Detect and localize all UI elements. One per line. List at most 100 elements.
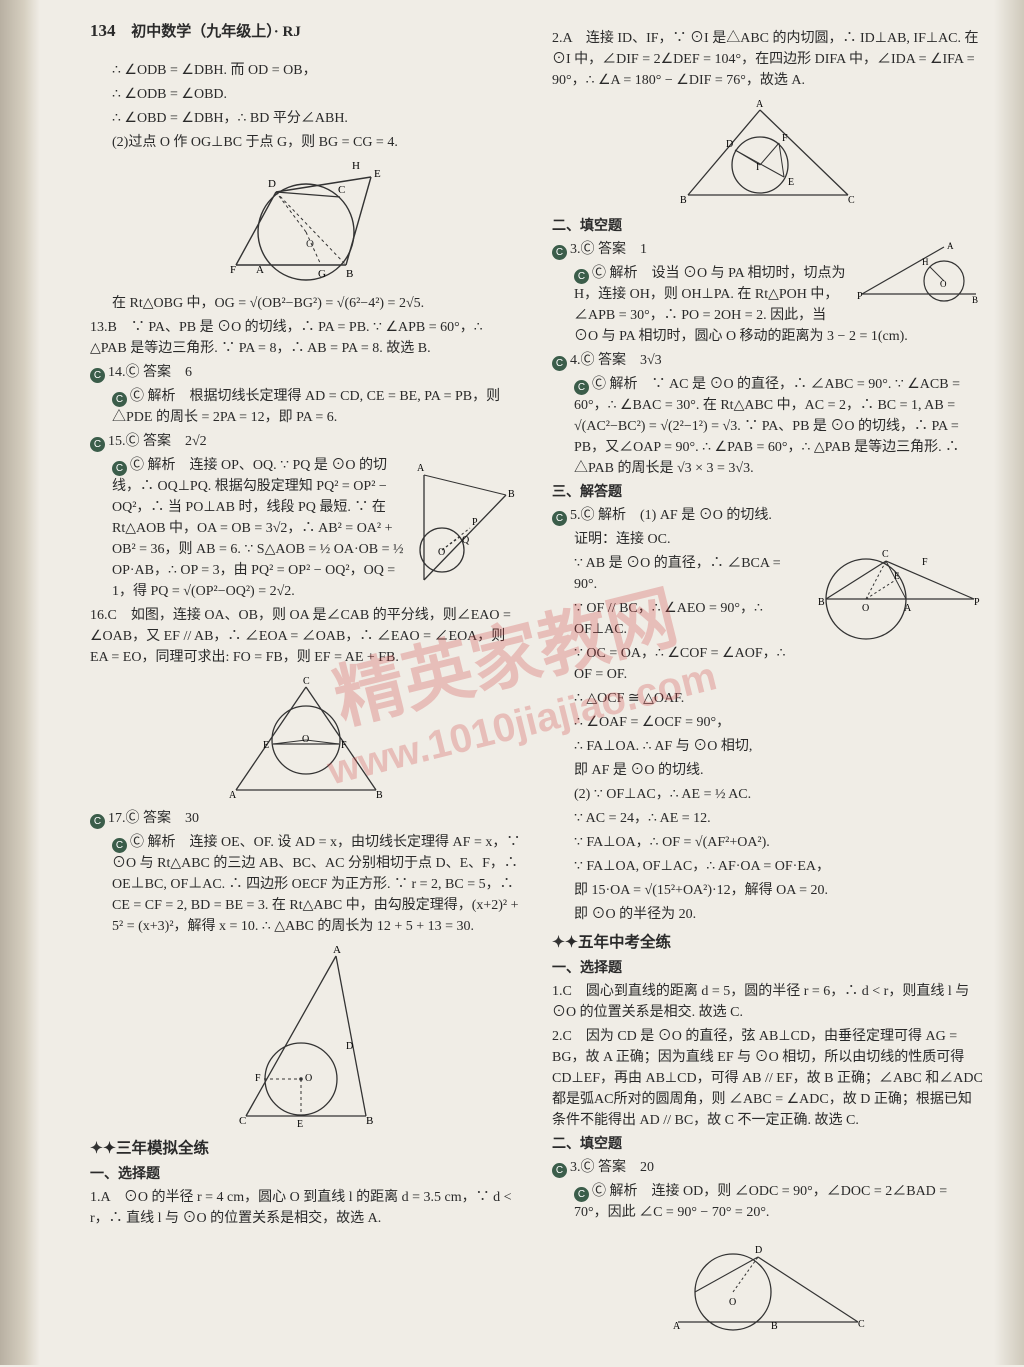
svg-text:P: P: [472, 517, 478, 528]
text-line: ∵ FA⊥OA, OF⊥AC，∴ AF·OA = OF·EA，: [552, 856, 984, 877]
figure-r3: P O A H B: [854, 239, 984, 326]
svg-text:C: C: [848, 195, 855, 206]
question-17-ans: C17.Ⓒ 答案 30: [90, 808, 522, 829]
text-line: ∴ ∠OAF = ∠OCF = 90°，: [552, 712, 984, 733]
svg-text:A: A: [673, 1321, 681, 1332]
svg-text:C: C: [338, 184, 345, 196]
figure-q17: A C B O F E D: [90, 941, 522, 1131]
svg-text:D: D: [268, 178, 276, 190]
svg-text:O: O: [862, 603, 869, 614]
question-15-ans: C15.Ⓒ 答案 2√2: [90, 431, 522, 452]
svg-text:F: F: [341, 740, 347, 751]
text-line: ∴ △OCF ≅ △OAF.: [552, 688, 984, 709]
svg-text:C: C: [882, 549, 889, 560]
question-r4a: C4.Ⓒ 答案 3√3: [552, 350, 984, 371]
question-b3a: C3.Ⓒ 答案 20: [552, 1157, 984, 1178]
text-line: ∴ ∠OBD = ∠DBH，∴ BD 平分∠ABH.: [90, 108, 522, 129]
svg-text:E: E: [374, 168, 381, 180]
svg-text:B: B: [376, 790, 383, 801]
svg-text:E: E: [788, 177, 794, 188]
question-14-ans: C14.Ⓒ 答案 6: [90, 362, 522, 383]
svg-text:O: O: [438, 547, 445, 558]
figure-q16: O A B C E F: [90, 672, 522, 802]
svg-text:D: D: [346, 1041, 353, 1052]
svg-text:F: F: [230, 264, 236, 276]
svg-text:F: F: [922, 557, 928, 568]
right-column: 2.A 连接 ID、IF，∵ ⊙I 是△ABC 的内切圆，∴ ID⊥AB, IF…: [552, 28, 984, 1343]
section-header-5yr: ✦✦五年中考全练: [552, 931, 984, 954]
svg-text:O: O: [306, 238, 314, 250]
figure-q15: O A B P Q: [412, 455, 522, 592]
text-line: (2)过点 O 作 OG⊥BC 于点 G，则 BG = CG = 4.: [90, 132, 522, 153]
figure-r2: A B C D F I E: [552, 95, 984, 210]
subheader: 二、填空题: [552, 1134, 984, 1155]
svg-text:O: O: [729, 1297, 736, 1308]
text-line: ∵ FA⊥OA，∴ OF = √(AF²+OA²).: [552, 832, 984, 853]
svg-text:B: B: [680, 195, 687, 206]
svg-text:B: B: [366, 1115, 373, 1127]
text-line: (2) ∵ OF⊥AC，∴ AE = ½ AC.: [552, 784, 984, 805]
svg-text:B: B: [346, 268, 353, 280]
text-line: 即 ⊙O 的半径为 20.: [552, 904, 984, 925]
svg-text:B: B: [771, 1321, 778, 1332]
page-body: ∴ ∠ODB = ∠DBH. 而 OD = OB， ∴ ∠ODB = ∠OBD.…: [0, 0, 1024, 1367]
binding-shadow-right: [994, 0, 1024, 1365]
svg-text:A: A: [947, 241, 954, 251]
question-13: 13.B ∵ PA、PB 是 ⊙O 的切线，∴ PA = PB. ∵ ∠APB …: [90, 317, 522, 359]
svg-text:G: G: [318, 268, 326, 280]
subheader: 一、选择题: [90, 1164, 522, 1185]
text-line: 即 AF 是 ⊙O 的切线.: [552, 760, 984, 781]
svg-text:O: O: [305, 1073, 312, 1084]
page-header: 134 初中数学（九年级上）· RJ: [90, 18, 301, 44]
svg-text:O: O: [302, 734, 309, 745]
svg-text:C: C: [303, 676, 310, 687]
left-column: ∴ ∠ODB = ∠DBH. 而 OD = OB， ∴ ∠ODB = ∠OBD.…: [90, 60, 522, 1343]
question-16: 16.C 如图，连接 OA、OB，则 OA 是∠CAB 的平分线，则∠EAO =…: [90, 605, 522, 668]
subheader: 三、解答题: [552, 482, 984, 503]
svg-text:A: A: [904, 603, 912, 614]
svg-text:H: H: [922, 257, 929, 267]
page-number: 134: [90, 21, 116, 40]
svg-text:A: A: [256, 264, 264, 276]
question-b2: 2.C 因为 CD 是 ⊙O 的直径，弦 AB⊥CD，由垂径定理可得 AG = …: [552, 1026, 984, 1131]
question-r5a: C5.Ⓒ 解析 (1) AF 是 ⊙O 的切线.: [552, 505, 984, 526]
svg-text:A: A: [756, 99, 764, 110]
question-14-exp: CⒸ 解析 根据切线长定理得 AD = CD, CE = BE, PA = PB…: [90, 386, 522, 428]
question-b1: 1.C 圆心到直线的距离 d = 5，圆的半径 r = 6，∴ d < r，则直…: [552, 981, 984, 1023]
svg-text:F: F: [782, 133, 788, 144]
question-r2: 2.A 连接 ID、IF，∵ ⊙I 是△ABC 的内切圆，∴ ID⊥AB, IF…: [552, 28, 984, 91]
svg-text:Q: Q: [462, 535, 470, 546]
binding-shadow-left: [0, 0, 40, 1365]
figure-b3: A O B C D: [552, 1227, 984, 1337]
svg-text:C: C: [858, 1319, 865, 1330]
svg-text:A: A: [417, 463, 425, 474]
svg-text:I: I: [756, 162, 759, 173]
subheader: 一、选择题: [552, 958, 984, 979]
question-r4b: CⒸ 解析 ∵ AC 是 ⊙O 的直径，∴ ∠ABC = 90°. ∵ ∠ACB…: [552, 374, 984, 479]
question-a1: 1.A ⊙O 的半径 r = 4 cm，圆心 O 到直线 l 的距离 d = 3…: [90, 1187, 522, 1229]
figure-circle-tangent-1: O F A B D C E H G: [90, 157, 522, 287]
svg-text:P: P: [857, 291, 863, 302]
svg-text:B: B: [508, 489, 515, 500]
svg-text:A: A: [229, 790, 237, 801]
question-b3b: CⒸ 解析 连接 OD，则 ∠ODC = 90°，∠DOC = 2∠BAD = …: [552, 1181, 984, 1223]
section-header-3yr: ✦✦三年模拟全练: [90, 1137, 522, 1160]
text-line: ∵ AC = 24，∴ AE = 12.: [552, 808, 984, 829]
text-line: ∴ ∠ODB = ∠OBD.: [90, 84, 522, 105]
question-17-exp: CⒸ 解析 连接 OE、OF. 设 AD = x，由切线长定理得 AF = x，…: [90, 832, 522, 937]
svg-text:O: O: [940, 279, 947, 289]
svg-text:D: D: [726, 139, 733, 150]
svg-text:B: B: [818, 597, 825, 608]
text-line: ∴ FA⊥OA. ∴ AF 与 ⊙O 相切,: [552, 736, 984, 757]
text-line: 即 15·OA = √(15²+OA²)·12，解得 OA = 20.: [552, 880, 984, 901]
svg-text:E: E: [297, 1119, 303, 1130]
header-title: 初中数学（九年级上）· RJ: [131, 24, 301, 40]
text-line: ∴ ∠ODB = ∠DBH. 而 OD = OB，: [90, 60, 522, 81]
svg-text:C: C: [239, 1115, 246, 1127]
svg-text:E: E: [263, 740, 269, 751]
svg-text:P: P: [974, 597, 980, 608]
subheader: 二、填空题: [552, 216, 984, 237]
svg-text:B: B: [972, 295, 978, 305]
svg-text:A: A: [333, 944, 341, 956]
figure-r5: B O A P C F E: [794, 529, 984, 656]
